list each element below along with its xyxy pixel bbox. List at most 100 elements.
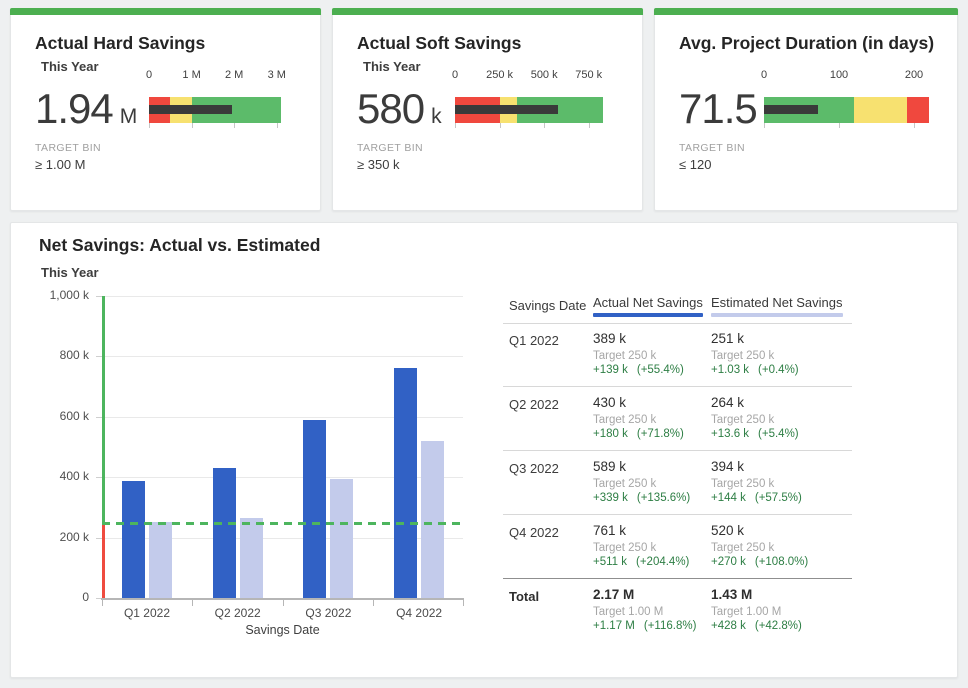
bullet-tick-label: 100 <box>829 69 849 81</box>
row-label: Q1 2022 <box>509 333 559 348</box>
cell-target: Target 250 k <box>711 350 775 362</box>
bar-actual-q2-2022[interactable] <box>212 468 236 598</box>
bar-actual-q3-2022[interactable] <box>303 420 327 598</box>
bullet-tick-label: 250 k <box>486 69 514 81</box>
bullet-axis-labels: 0 100 200 <box>760 67 929 87</box>
cell-value: 520 k <box>711 523 745 538</box>
gridline <box>102 356 463 358</box>
cell-delta: +511 k (+204.4%) <box>593 556 711 568</box>
x-axis-category-label: Q3 2022 <box>305 606 352 620</box>
net-savings-table: Savings Date Actual Net Savings Estimate… <box>499 295 852 663</box>
cell-delta: +1.17 M (+116.8%) <box>593 620 711 632</box>
bullet-chart-hard-savings[interactable]: 0 1 M 2 M 3 M <box>145 67 286 137</box>
cell-value: 264 k <box>711 395 745 410</box>
panel-title: Net Savings: Actual vs. Estimated <box>39 235 321 255</box>
table-row-q3-2022[interactable]: Q3 2022 589 k Target 250 k +339 k (+135.6%) 3… <box>499 455 852 519</box>
gridline <box>102 296 463 297</box>
x-axis-category-label: Q2 2022 <box>214 606 261 620</box>
y-axis-label: 400 k <box>59 469 89 484</box>
bar-actual-q1-2022[interactable] <box>122 480 145 598</box>
delta-amount: +13.6 k <box>711 428 750 440</box>
target-bin-value: ≤ 120 <box>679 157 712 172</box>
bar-estimated-q4-2022[interactable] <box>421 440 445 598</box>
delta-percent: (+204.4%) <box>636 556 690 568</box>
y-axis-label: 0 <box>82 590 89 604</box>
kpi-title: Actual Soft Savings <box>357 33 522 53</box>
cell-target: Target 250 k <box>593 414 657 426</box>
kpi-card-avg-project-duration[interactable]: Avg. Project Duration (in days) 71.5 0 10… <box>654 8 958 211</box>
column-header-label: Actual Net Savings <box>593 295 703 310</box>
delta-amount: +511 k <box>593 556 627 568</box>
actual-cell: 430 k Target 250 k +180 k (+71.8%) <box>593 391 711 440</box>
y-axis-label: 200 k <box>59 529 89 544</box>
kpi-value-number: 580 <box>357 85 425 132</box>
delta-percent: (+71.8%) <box>636 428 684 440</box>
cell-target: Target 1.00 M <box>711 606 782 618</box>
y-axis-tick <box>96 296 102 297</box>
kpi-card-actual-hard-savings[interactable]: Actual Hard Savings This Year 1.94 M 0 1 M… <box>10 8 321 211</box>
x-axis-tick <box>463 598 464 606</box>
cell-delta: +428 k (+42.8%) <box>711 620 829 632</box>
bar-estimated-q2-2022[interactable] <box>239 518 263 598</box>
card-accent-bar <box>332 8 643 15</box>
estimated-cell: 1.43 M Target 1.00 M +428 k (+42.8%) <box>711 583 829 632</box>
bar-estimated-q3-2022[interactable] <box>330 479 354 598</box>
bullet-bar-area <box>455 87 603 132</box>
bar-estimated-q1-2022[interactable] <box>149 522 172 598</box>
cell-target: Target 250 k <box>593 478 657 490</box>
delta-percent: (+108.0%) <box>754 556 809 568</box>
cell-delta: +1.03 k (+0.4%) <box>711 364 829 376</box>
cell-target: Target 1.00 M <box>593 606 664 618</box>
cell-value: 589 k <box>593 459 627 474</box>
target-bin-label: TARGET BIN <box>357 142 424 154</box>
bullet-range-yellow <box>854 97 907 123</box>
delta-amount: +1.17 M <box>593 620 635 632</box>
estimated-cell: 251 k Target 250 k +1.03 k (+0.4%) <box>711 327 829 376</box>
bullet-chart-soft-savings[interactable]: 0 250 k 500 k 750 k <box>451 67 603 137</box>
estimated-cell: 520 k Target 250 k +270 k (+108.0%) <box>711 519 829 568</box>
delta-amount: +180 k <box>593 428 628 440</box>
bullet-tick-label: 0 <box>760 69 768 81</box>
y-axis-above-target <box>102 296 105 523</box>
table-row-q4-2022[interactable]: Q4 2022 761 k Target 250 k +511 k (+204.4%) 5… <box>499 519 852 583</box>
bullet-axis-labels: 0 1 M 2 M 3 M <box>145 67 286 87</box>
table-row-total[interactable]: Total 2.17 M Target 1.00 M +1.17 M (+116.8%)… <box>499 583 852 647</box>
kpi-period-label: This Year <box>41 59 99 74</box>
column-header-savings-date[interactable]: Savings Date <box>509 298 587 313</box>
cell-target: Target 250 k <box>711 542 775 554</box>
bar-actual-q4-2022[interactable] <box>394 368 418 598</box>
delta-percent: (+135.6%) <box>636 492 691 504</box>
bullet-tick-label: 3 M <box>267 69 286 81</box>
bullet-tick-label: 500 k <box>530 69 558 81</box>
y-axis-tick <box>96 537 102 539</box>
column-header-actual-net-savings[interactable]: Actual Net Savings <box>593 295 703 317</box>
kpi-card-actual-soft-savings[interactable]: Actual Soft Savings This Year 580 k 0 250 … <box>332 8 643 211</box>
target-bin-label: TARGET BIN <box>35 142 102 154</box>
cell-delta: +180 k (+71.8%) <box>593 428 711 440</box>
cell-value: 761 k <box>593 523 627 538</box>
gridline <box>102 477 463 479</box>
kpi-value-unit: M <box>119 105 138 128</box>
bullet-tick-label: 200 <box>904 69 924 81</box>
x-axis-category-label: Q4 2022 <box>396 606 443 620</box>
bullet-tick-label: 0 <box>451 69 459 81</box>
table-row-q2-2022[interactable]: Q2 2022 430 k Target 250 k +180 k (+71.8%) 26… <box>499 391 852 455</box>
bullet-tick-label: 750 k <box>575 69 603 81</box>
gridline <box>102 416 463 418</box>
delta-percent: (+5.4%) <box>758 428 799 440</box>
column-header-estimated-net-savings[interactable]: Estimated Net Savings <box>711 295 843 317</box>
bullet-chart-duration[interactable]: 0 100 200 <box>760 67 929 137</box>
cell-delta: +139 k (+55.4%) <box>593 364 711 376</box>
bullet-tick-label: 0 <box>145 69 153 81</box>
bullet-measure-bar <box>764 105 818 114</box>
row-divider <box>503 386 852 387</box>
delta-percent: (+0.4%) <box>758 364 799 376</box>
bullet-measure-bar <box>455 105 559 114</box>
x-axis-tick <box>282 598 284 606</box>
delta-amount: +1.03 k <box>711 364 750 376</box>
actual-series-color-swatch <box>593 313 703 317</box>
table-row-q1-2022[interactable]: Q1 2022 389 k Target 250 k +139 k (+55.4%) 25… <box>499 327 852 391</box>
row-label: Total <box>509 589 540 604</box>
x-axis-tick <box>192 598 194 606</box>
